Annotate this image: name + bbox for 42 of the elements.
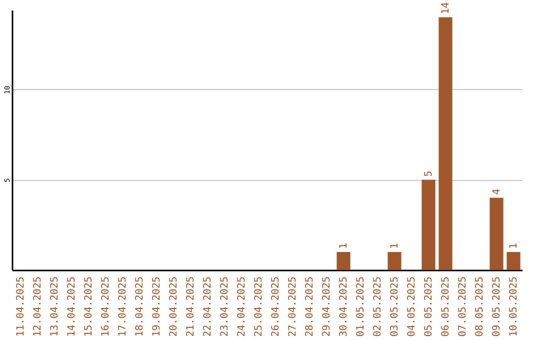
bar [438,17,452,270]
x-tick-label: 28.04.2025 [304,276,316,337]
x-tick-label: 23.04.2025 [220,276,230,337]
x-tick-label: 15.04.2025 [84,276,94,337]
x-tick-label: 11.04.2025 [16,276,26,337]
x-tick-label: 02.05.2025 [372,276,384,337]
x-tick-label: 12.04.2025 [32,276,44,337]
x-tick-label: 07.05.2025 [458,276,468,337]
data-label: 5 [424,170,434,177]
x-tick-label: 25.04.2025 [254,276,264,337]
bar [336,252,350,270]
bar [490,198,504,270]
x-tick-label: 01.05.2025 [356,276,366,337]
x-tick-label: 24.04.2025 [236,276,248,337]
x-tick-label: 16.04.2025 [100,276,112,337]
data-label: 4 [492,188,502,195]
x-tick-label: 05.05.2025 [424,276,434,337]
data-label: 14 [440,2,452,14]
x-tick-label: 27.04.2025 [288,276,298,337]
x-tick-label: 19.04.2025 [152,276,162,337]
x-tick-label: 21.04.2025 [186,276,196,337]
x-tick-label: 03.05.2025 [390,276,400,337]
x-tick-label: 08.05.2025 [474,276,486,337]
x-tick-label: 04.05.2025 [406,276,418,337]
x-tick-label: 29.04.2025 [322,276,332,337]
x-tick-label: 13.04.2025 [50,276,60,337]
x-tick-label: 17.04.2025 [118,276,128,337]
x-tick-label: 06.05.2025 [440,276,452,337]
data-label: 1 [508,242,520,249]
x-tick-label: 26.04.2025 [270,276,282,337]
bar [506,252,520,270]
x-tick-label: 10.05.2025 [508,276,520,337]
data-label: 1 [338,242,350,249]
x-tick-label: 18.04.2025 [134,276,146,337]
bar [422,180,436,270]
x-tick-label: 09.05.2025 [492,276,502,337]
x-tick-label: 14.04.2025 [66,276,78,337]
x-tick-label: 30.04.2025 [338,276,350,337]
x-tick-label: 22.04.2025 [202,276,214,337]
x-tick-label: 20.04.2025 [168,276,180,337]
bar [388,252,402,270]
data-label: 1 [390,242,400,249]
